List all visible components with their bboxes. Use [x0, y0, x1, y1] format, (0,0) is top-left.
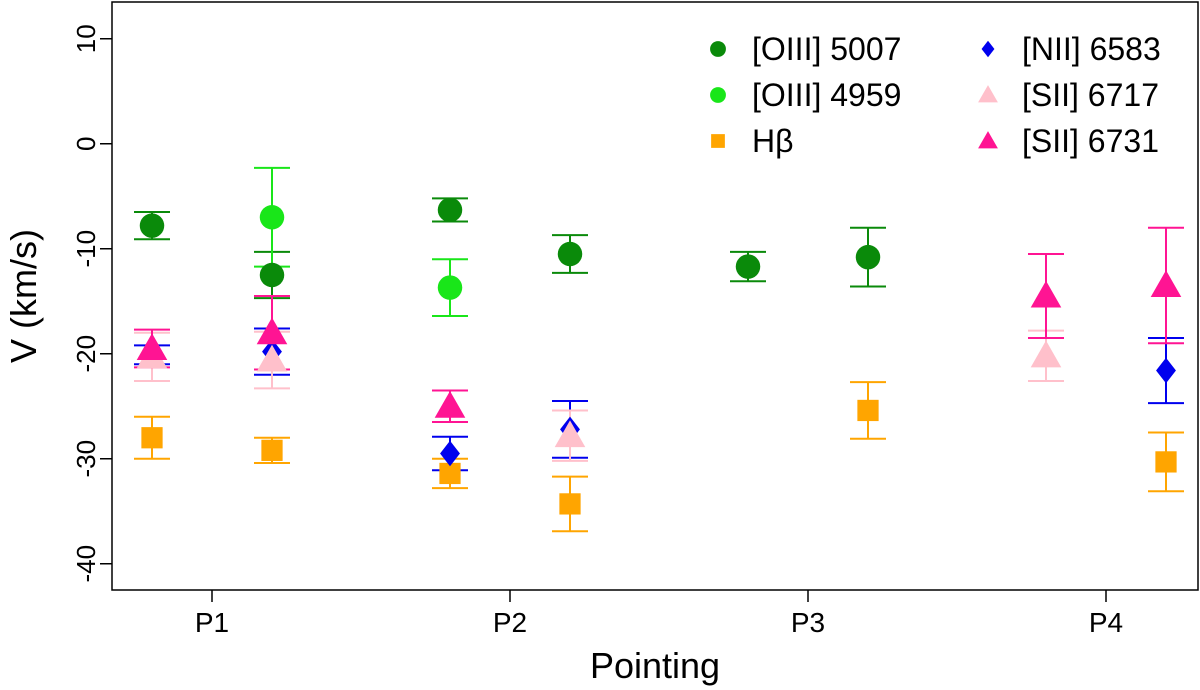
data-point-h — [439, 462, 461, 485]
y-axis-label: V (km/s) — [3, 229, 44, 363]
x-tick-label: P2 — [493, 607, 527, 638]
data-point-sii-6717 — [256, 344, 288, 372]
data-point-h — [141, 427, 163, 449]
legend-label-h: Hβ — [752, 123, 794, 159]
x-axis-label: Pointing — [590, 645, 720, 686]
legend-marker-sii-6731 — [978, 131, 998, 149]
data-point-oiii-5007 — [855, 244, 881, 270]
y-tick-label: 0 — [71, 137, 101, 151]
y-tick-label: -40 — [71, 545, 101, 583]
legend-marker-oiii-5007 — [710, 41, 726, 57]
data-point-sii-6731 — [434, 390, 466, 418]
data-point-oiii-5007 — [139, 213, 165, 238]
plot-frame — [111, 1, 1199, 591]
data-point-sii-6731 — [1150, 270, 1182, 297]
x-tick-label: P3 — [791, 607, 825, 638]
legend-label-nii-6583: [NII] 6583 — [1022, 31, 1161, 67]
data-point-sii-6717 — [554, 420, 586, 448]
legend-label-sii-6717: [SII] 6717 — [1022, 77, 1159, 113]
y-tick-label: 10 — [71, 24, 101, 53]
data-point-sii-6731 — [1030, 280, 1062, 308]
data-point-nii-6583 — [440, 440, 460, 467]
y-tick-label: -30 — [71, 440, 101, 478]
x-tick-label: P4 — [1089, 607, 1123, 638]
y-tick-label: -20 — [71, 335, 101, 373]
data-point-oiii-5007 — [437, 197, 463, 223]
data-point-h — [857, 399, 879, 422]
data-point-oiii-5007 — [259, 262, 285, 288]
data-point-oiii-4959 — [259, 205, 285, 230]
legend-label-sii-6731: [SII] 6731 — [1022, 123, 1159, 159]
data-point-oiii-5007 — [735, 254, 761, 279]
data-point-sii-6731 — [136, 333, 168, 360]
legend-marker-sii-6717 — [978, 85, 998, 103]
data-point-nii-6583 — [1156, 357, 1176, 384]
data-point-h — [559, 493, 581, 515]
x-tick-label: P1 — [195, 607, 229, 638]
legend-marker-h — [711, 134, 725, 148]
data-point-sii-6717 — [1030, 340, 1062, 368]
legend-marker-nii-6583 — [981, 40, 995, 58]
data-point-h — [1155, 451, 1177, 473]
legend-marker-oiii-4959 — [710, 87, 726, 103]
y-tick-label: -10 — [71, 230, 101, 268]
legend-label-oiii-5007: [OIII] 5007 — [752, 31, 901, 67]
legend-label-oiii-4959: [OIII] 4959 — [752, 77, 901, 113]
data-point-oiii-5007 — [557, 241, 583, 267]
data-point-h — [261, 439, 283, 461]
data-point-sii-6731 — [256, 317, 288, 345]
data-point-oiii-4959 — [437, 275, 463, 300]
